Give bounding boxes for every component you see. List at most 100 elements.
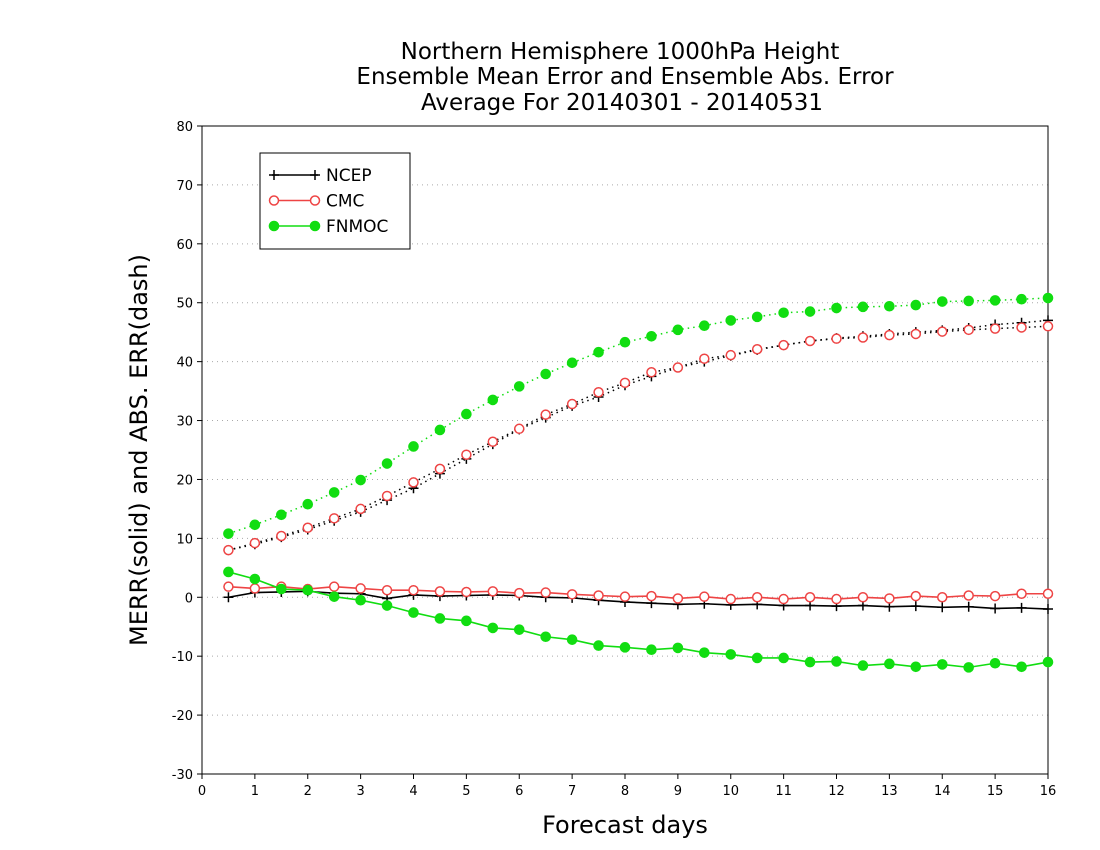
point-fnmoc-mean-error bbox=[566, 634, 578, 645]
point-cmc-abs-error bbox=[857, 332, 869, 343]
series-ncep-abs-error bbox=[223, 315, 1053, 556]
y-tick-label: 50 bbox=[176, 297, 193, 312]
x-tick-label: 1 bbox=[251, 784, 259, 799]
point-cmc-mean-error bbox=[408, 584, 419, 596]
series-layer bbox=[223, 292, 1054, 673]
point-cmc-mean-error bbox=[249, 583, 261, 594]
legend-marker-fnmoc bbox=[309, 220, 321, 232]
y-tick-label: 30 bbox=[176, 415, 193, 430]
point-fnmoc-abs-error bbox=[302, 498, 314, 510]
point-fnmoc-abs-error bbox=[910, 299, 922, 311]
point-cmc-abs-error bbox=[910, 328, 922, 340]
y-axis-title: MERR(solid) and ABS. ERR(dash) bbox=[125, 254, 153, 646]
point-cmc-abs-error bbox=[302, 522, 313, 534]
point-fnmoc-mean-error bbox=[434, 613, 446, 624]
point-ncep-mean-error bbox=[910, 601, 921, 612]
point-fnmoc-mean-error bbox=[910, 661, 922, 673]
point-fnmoc-abs-error bbox=[540, 368, 551, 380]
point-fnmoc-mean-error bbox=[223, 566, 234, 578]
point-cmc-mean-error bbox=[699, 591, 710, 602]
point-cmc-abs-error bbox=[804, 335, 816, 347]
point-cmc-mean-error bbox=[989, 590, 1001, 602]
line-ncep-abs-error bbox=[228, 319, 1049, 551]
point-cmc-abs-error bbox=[831, 333, 842, 344]
x-tick-label: 16 bbox=[1040, 784, 1057, 799]
legend-item-cmc: CMC bbox=[268, 192, 364, 212]
point-cmc-abs-error bbox=[646, 366, 657, 378]
grid-lines bbox=[202, 184, 1048, 716]
point-fnmoc-abs-error bbox=[751, 311, 763, 323]
point-fnmoc-mean-error bbox=[672, 642, 684, 654]
x-tick-label: 3 bbox=[356, 784, 364, 799]
point-cmc-mean-error bbox=[937, 592, 948, 603]
point-cmc-mean-error bbox=[328, 581, 340, 592]
legend-label-ncep: NCEP bbox=[326, 166, 372, 186]
point-cmc-mean-error bbox=[857, 592, 869, 603]
y-tick-label: 20 bbox=[176, 473, 193, 488]
point-fnmoc-abs-error bbox=[276, 509, 287, 521]
point-fnmoc-mean-error bbox=[381, 600, 393, 611]
point-fnmoc-abs-error bbox=[566, 357, 578, 369]
point-ncep-mean-error bbox=[1016, 602, 1027, 613]
point-fnmoc-abs-error bbox=[804, 306, 816, 317]
point-cmc-mean-error bbox=[487, 586, 499, 597]
y-tick-label: -10 bbox=[172, 650, 193, 665]
point-fnmoc-abs-error bbox=[936, 296, 948, 307]
legend-item-ncep: NCEP bbox=[269, 166, 372, 186]
point-fnmoc-mean-error bbox=[804, 656, 816, 668]
point-fnmoc-mean-error bbox=[355, 594, 366, 606]
point-fnmoc-abs-error bbox=[461, 408, 472, 420]
point-fnmoc-abs-error bbox=[593, 346, 604, 358]
legend: NCEP CMC FNMOC bbox=[259, 152, 411, 250]
point-fnmoc-abs-error bbox=[857, 301, 869, 313]
point-ncep-mean-error bbox=[963, 601, 974, 612]
point-cmc-abs-error bbox=[540, 409, 551, 420]
y-tick-label: -30 bbox=[172, 768, 193, 783]
x-tick-label: 4 bbox=[409, 784, 417, 799]
point-fnmoc-abs-error bbox=[355, 474, 366, 486]
y-tick-label: 0 bbox=[185, 591, 193, 606]
point-cmc-abs-error bbox=[1016, 322, 1027, 333]
point-cmc-abs-error bbox=[963, 324, 974, 336]
point-fnmoc-mean-error bbox=[619, 642, 631, 653]
point-fnmoc-abs-error bbox=[434, 424, 446, 436]
point-cmc-mean-error bbox=[514, 587, 525, 599]
point-cmc-mean-error bbox=[884, 593, 895, 604]
point-cmc-mean-error bbox=[566, 589, 578, 600]
point-cmc-abs-error bbox=[672, 362, 684, 373]
point-cmc-abs-error bbox=[1042, 321, 1054, 332]
point-fnmoc-mean-error bbox=[1016, 661, 1027, 673]
point-cmc-abs-error bbox=[381, 490, 393, 502]
x-tick-label: 10 bbox=[722, 784, 739, 799]
point-cmc-mean-error bbox=[355, 583, 366, 594]
point-fnmoc-mean-error bbox=[328, 591, 340, 602]
point-fnmoc-abs-error bbox=[1042, 292, 1054, 304]
x-tick-label: 7 bbox=[568, 784, 576, 799]
point-fnmoc-abs-error bbox=[778, 307, 789, 319]
point-fnmoc-mean-error bbox=[276, 583, 287, 595]
legend-marker-cmc bbox=[268, 195, 280, 206]
point-cmc-mean-error bbox=[461, 586, 472, 598]
point-fnmoc-abs-error bbox=[408, 441, 419, 452]
point-fnmoc-mean-error bbox=[408, 607, 419, 618]
x-tick-label: 12 bbox=[828, 784, 845, 799]
x-tick-label: 14 bbox=[934, 784, 951, 799]
point-cmc-abs-error bbox=[223, 544, 234, 556]
point-cmc-abs-error bbox=[989, 323, 1001, 334]
legend-label-fnmoc: FNMOC bbox=[326, 217, 388, 237]
point-cmc-mean-error bbox=[593, 590, 604, 601]
point-fnmoc-mean-error bbox=[884, 658, 895, 670]
point-fnmoc-mean-error bbox=[699, 647, 710, 658]
point-fnmoc-abs-error bbox=[831, 302, 842, 314]
line-fnmoc-mean-error bbox=[228, 571, 1049, 669]
legend-marker-ncep bbox=[310, 170, 320, 180]
point-cmc-mean-error bbox=[804, 592, 816, 603]
point-fnmoc-abs-error bbox=[223, 528, 234, 539]
y-tick-label: 80 bbox=[176, 120, 193, 135]
point-cmc-abs-error bbox=[355, 503, 366, 515]
line-cmc-abs-error bbox=[228, 325, 1049, 551]
point-cmc-abs-error bbox=[328, 513, 340, 524]
point-fnmoc-abs-error bbox=[249, 519, 261, 531]
